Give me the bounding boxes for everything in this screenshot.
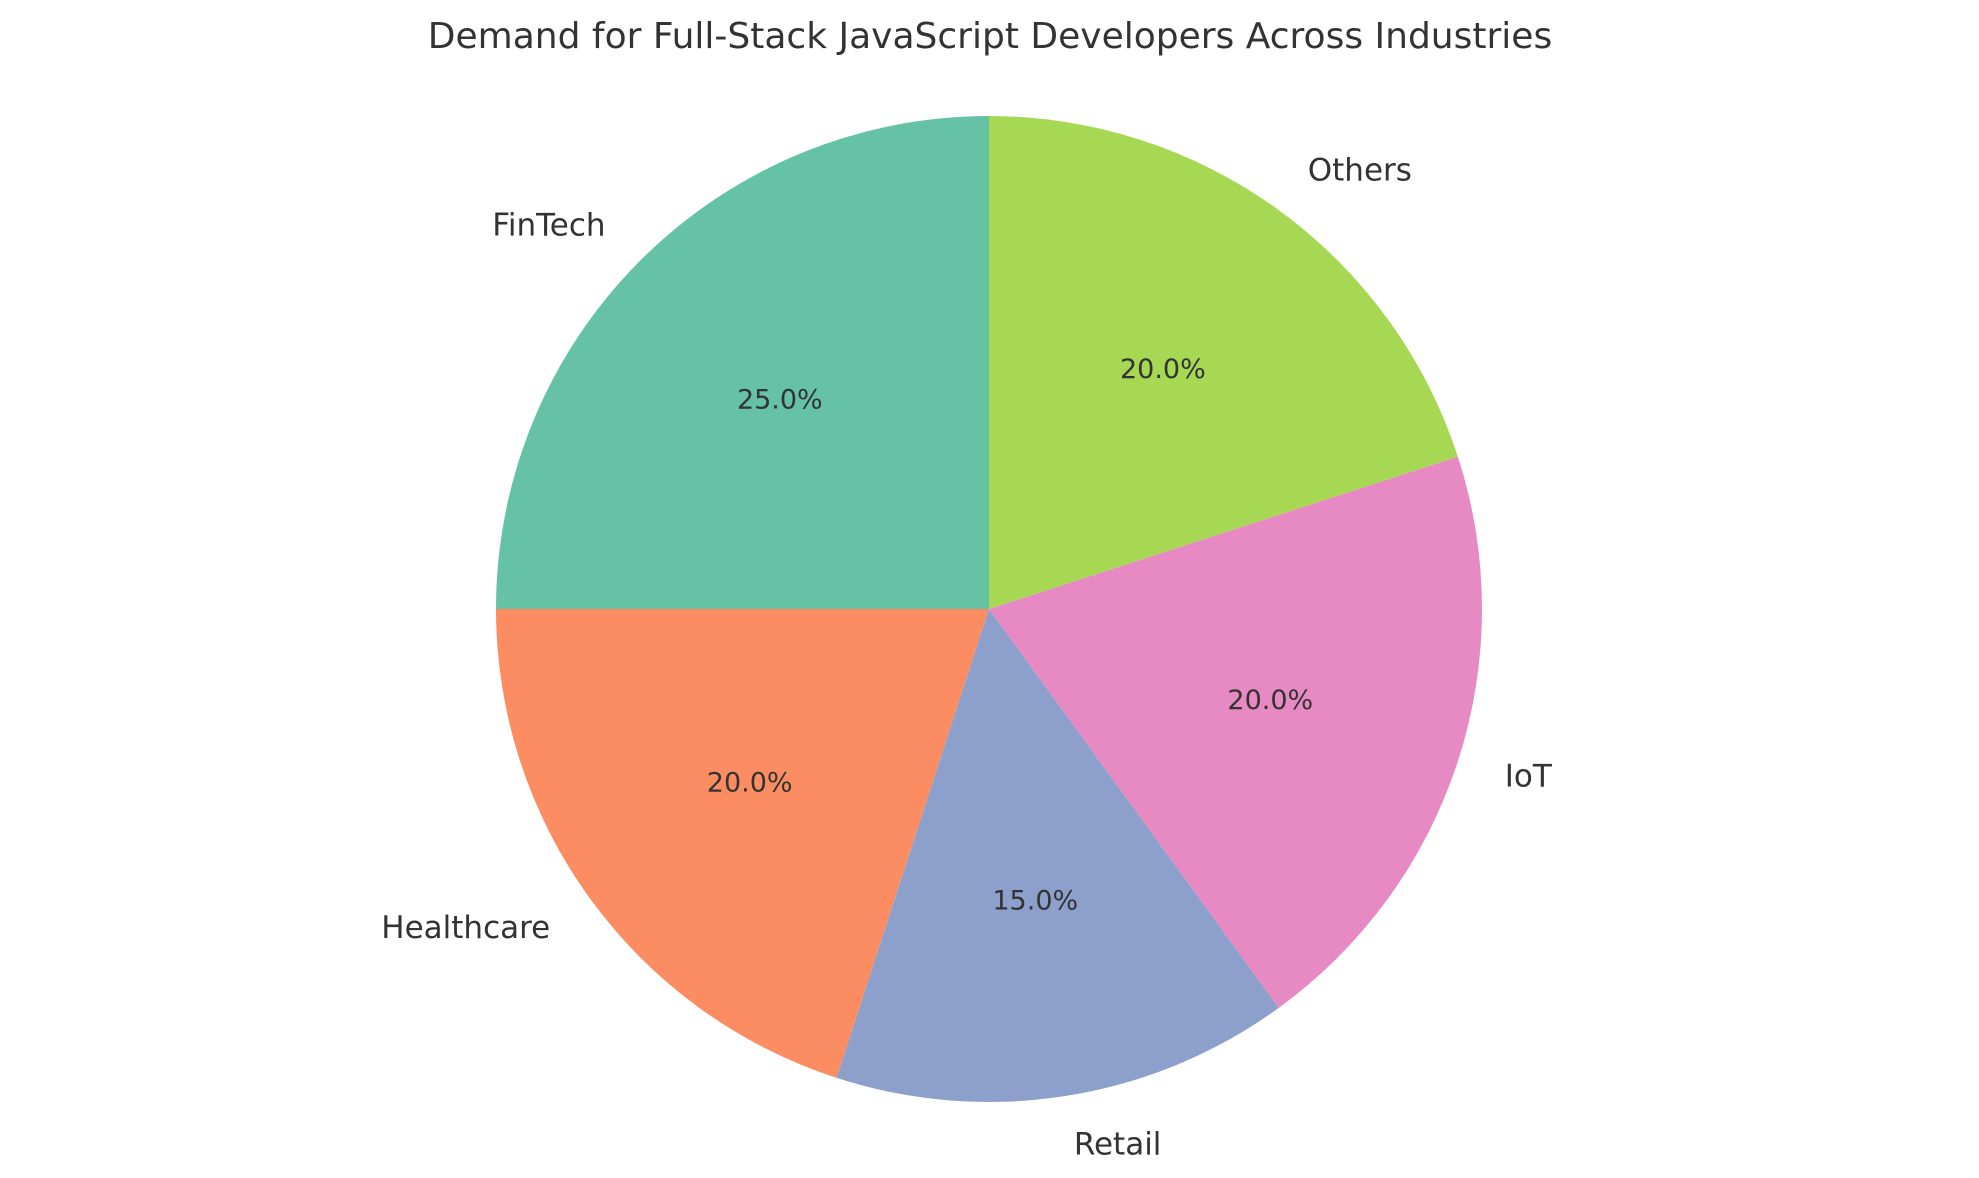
pie-slice-others bbox=[989, 116, 1458, 609]
slice-percent-retail: 15.0% bbox=[992, 886, 1078, 917]
chart-title: Demand for Full-Stack JavaScript Develop… bbox=[428, 16, 1552, 57]
pie-slice-healthcare bbox=[496, 609, 989, 1078]
slice-label-others: Others bbox=[1308, 152, 1412, 188]
slice-label-healthcare: Healthcare bbox=[381, 910, 550, 946]
pie-slices bbox=[496, 116, 1483, 1103]
slice-label-fintech: FinTech bbox=[492, 208, 605, 244]
slice-percent-iot: 20.0% bbox=[1227, 685, 1313, 716]
pie-slice-fintech bbox=[496, 116, 989, 609]
slice-percent-healthcare: 20.0% bbox=[707, 767, 793, 798]
pie-slice-retail bbox=[836, 609, 1279, 1103]
slice-label-retail: Retail bbox=[1074, 1127, 1162, 1163]
pie-slice-iot bbox=[989, 456, 1483, 1008]
slice-percent-others: 20.0% bbox=[1120, 354, 1206, 385]
pie-labels: FinTech 25.0% Healthcare 20.0% Retail 15.0% Io… bbox=[381, 152, 1553, 1162]
slice-percent-fintech: 25.0% bbox=[737, 384, 823, 415]
slice-label-iot: IoT bbox=[1505, 759, 1553, 795]
